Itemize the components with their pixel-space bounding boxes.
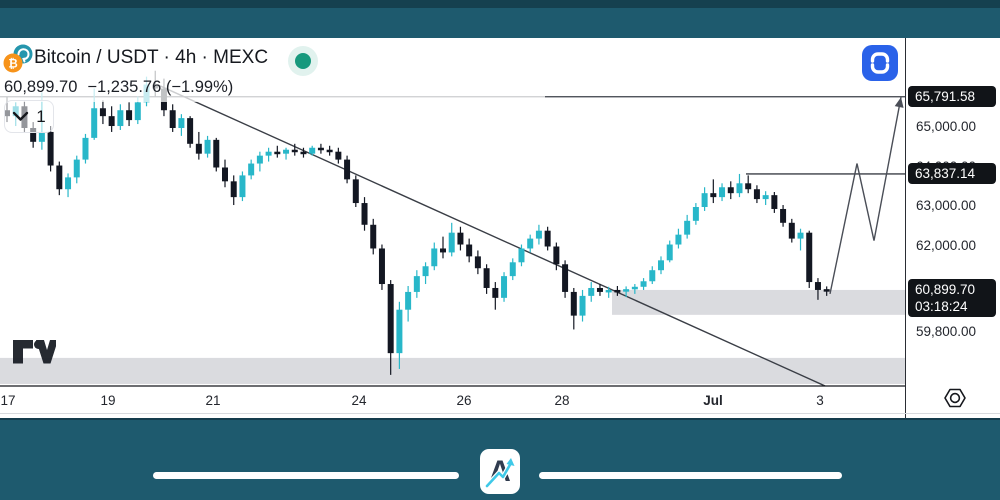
ohlc-price-row: 60,899.70 −1,235.76 (−1.99%) xyxy=(4,78,243,97)
status-bar xyxy=(0,0,1000,38)
footer-bar: A xyxy=(0,418,1000,500)
trend-arrow-icon xyxy=(484,458,515,489)
chart-header: ₿ Bitcoin / USDT · 4h · MEXC 60,899.70 −1… xyxy=(0,38,545,102)
svg-text:26: 26 xyxy=(456,393,471,408)
svg-text:17: 17 xyxy=(0,393,15,408)
chevron-down-icon xyxy=(13,111,29,121)
svg-text:28: 28 xyxy=(554,393,569,408)
interval-label: 1 xyxy=(36,106,46,126)
tradingview-logo[interactable] xyxy=(12,339,56,365)
axis-separator xyxy=(0,413,1000,414)
last-price: 60,899.70 xyxy=(4,78,78,96)
price-axis-label: 65,000.00 xyxy=(916,119,977,134)
price-badge: 63,837.14 xyxy=(908,162,996,184)
price-axis[interactable]: 65,000.0064,000.0063,000.0062,000.0059,8… xyxy=(905,38,1000,418)
price-change: −1,235.76 (−1.99%) xyxy=(87,78,234,96)
svg-text:3: 3 xyxy=(816,393,824,408)
price-axis-label: 63,000.00 xyxy=(916,198,977,213)
svg-text:Jul: Jul xyxy=(703,393,723,408)
svg-text:19: 19 xyxy=(100,393,115,408)
footer-line-right xyxy=(539,472,842,479)
svg-text:24: 24 xyxy=(351,393,367,408)
bitcoin-icon xyxy=(3,53,23,73)
scan-frame-icon xyxy=(870,52,890,74)
symbol-pair-icons: ₿ xyxy=(3,44,33,73)
svg-text:₿: ₿ xyxy=(8,58,17,70)
price-chart[interactable]: 17 19 21 24 26 28 Jul 3 xyxy=(0,38,905,418)
interval-button[interactable]: 1 xyxy=(4,100,54,133)
a-trend-arrow-logo: A xyxy=(480,449,520,494)
screenshot-button[interactable] xyxy=(862,45,898,81)
bar-countdown: 03:18:24 xyxy=(915,298,968,314)
price-axis-label: 62,000.00 xyxy=(916,237,977,253)
price-axis-label: 59,800.00 xyxy=(916,324,977,340)
price-badge: 65,791.58 xyxy=(908,85,996,107)
svg-text:21: 21 xyxy=(205,393,220,408)
footer-line-left xyxy=(153,472,459,479)
symbol-title[interactable]: Bitcoin / USDT · 4h · MEXC xyxy=(34,47,269,68)
market-status-dot xyxy=(288,46,318,76)
gear-icon[interactable] xyxy=(942,385,968,411)
price-badge: 60,899.70 03:18:24 xyxy=(908,278,996,317)
